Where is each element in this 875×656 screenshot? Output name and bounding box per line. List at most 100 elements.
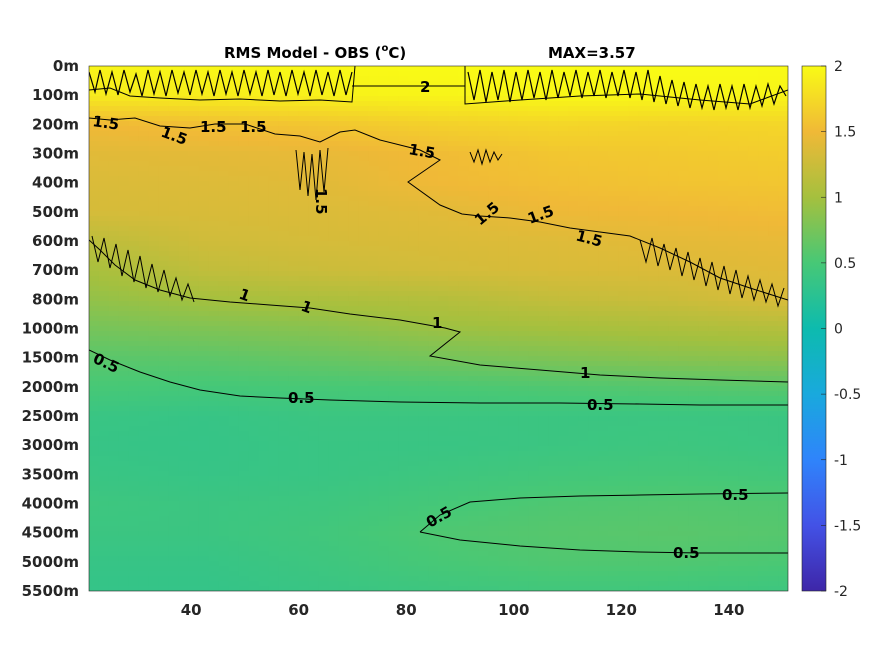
heatmap-cell: [348, 306, 360, 312]
heatmap-cell: [358, 306, 370, 312]
heatmap-cell: [358, 241, 370, 247]
heatmap-cell: [168, 116, 180, 122]
heatmap-cell: [538, 76, 549, 82]
heatmap-cell: [358, 181, 370, 187]
heatmap-cell: [508, 206, 519, 212]
heatmap-cell: [338, 231, 350, 237]
heatmap-cell: [598, 246, 609, 252]
heatmap-cell: [478, 306, 490, 312]
heatmap-cell: [118, 226, 130, 232]
heatmap-cell: [358, 71, 370, 77]
heatmap-cell: [488, 301, 500, 307]
heatmap-cell: [558, 286, 569, 292]
heatmap-cell: [668, 301, 679, 307]
heatmap-cell: [368, 111, 380, 117]
heatmap-cell: [658, 126, 669, 132]
heatmap-cell: [228, 421, 240, 427]
heatmap-cell: [558, 101, 569, 107]
heatmap-cell: [258, 321, 270, 327]
heatmap-cell: [738, 371, 749, 377]
heatmap-cell: [308, 291, 320, 297]
heatmap-cell: [458, 101, 470, 107]
heatmap-cell: [258, 371, 270, 377]
heatmap-cell: [358, 81, 370, 87]
heatmap-cell: [448, 201, 460, 207]
heatmap-cell: [238, 196, 250, 202]
heatmap-cell: [89, 231, 100, 237]
heatmap-cell: [548, 126, 559, 132]
heatmap-cell: [548, 246, 559, 252]
heatmap-cell: [538, 276, 549, 282]
heatmap-cell: [268, 366, 280, 372]
heatmap-cell: [678, 341, 689, 347]
heatmap-cell: [398, 106, 410, 112]
heatmap-cell: [89, 381, 100, 387]
heatmap-cell: [398, 136, 410, 142]
heatmap-cell: [468, 156, 480, 162]
heatmap-cell: [388, 351, 400, 357]
heatmap-cell: [278, 66, 290, 72]
heatmap-cell: [98, 226, 110, 232]
heatmap-cell: [488, 81, 500, 87]
heatmap-cell: [248, 201, 260, 207]
heatmap-cell: [508, 341, 519, 347]
heatmap-cell: [188, 391, 200, 397]
heatmap-cell: [358, 161, 370, 167]
heatmap-cell: [478, 211, 490, 217]
heatmap-cell: [428, 91, 440, 97]
heatmap-cell: [468, 256, 480, 262]
heatmap-cell: [698, 301, 709, 307]
heatmap-cell: [138, 336, 150, 342]
heatmap-cell: [738, 206, 749, 212]
heatmap-cell: [508, 181, 519, 187]
heatmap-cell: [238, 256, 250, 262]
heatmap-cell: [218, 361, 230, 367]
heatmap-cell: [298, 391, 310, 397]
heatmap-cell: [468, 171, 480, 177]
heatmap-cell: [668, 91, 679, 97]
heatmap-cell: [588, 406, 599, 412]
heatmap-cell: [748, 116, 759, 122]
heatmap-cell: [698, 106, 709, 112]
heatmap-cell: [748, 306, 759, 312]
heatmap-cell: [708, 71, 719, 77]
heatmap-cell: [188, 196, 200, 202]
heatmap-cell: [298, 291, 310, 297]
heatmap-cell: [238, 346, 250, 352]
heatmap-cell: [668, 151, 679, 157]
heatmap-cell: [318, 311, 330, 317]
heatmap-cell: [188, 271, 200, 277]
heatmap-cell: [348, 271, 360, 277]
heatmap-cell: [228, 366, 240, 372]
heatmap-cell: [778, 311, 788, 317]
heatmap-cell: [178, 386, 190, 392]
heatmap-cell: [778, 196, 788, 202]
heatmap-cell: [278, 421, 290, 427]
heatmap-cell: [248, 381, 260, 387]
heatmap-cell: [548, 416, 559, 422]
heatmap-cell: [318, 76, 330, 82]
heatmap-cell: [308, 86, 320, 92]
heatmap-cell: [718, 251, 729, 257]
heatmap-cell: [398, 321, 410, 327]
heatmap-cell: [648, 126, 659, 132]
heatmap-cell: [658, 136, 669, 142]
heatmap-cell: [208, 241, 220, 247]
heatmap-cell: [498, 326, 509, 332]
heatmap-cell: [288, 166, 300, 172]
heatmap-cell: [358, 146, 370, 152]
heatmap-cell: [698, 341, 709, 347]
heatmap-cell: [328, 211, 340, 217]
heatmap-cell: [358, 331, 370, 337]
heatmap-cell: [658, 206, 669, 212]
heatmap-cell: [218, 346, 230, 352]
heatmap-cell: [338, 191, 350, 197]
heatmap-cell: [378, 96, 390, 102]
heatmap-cell: [398, 416, 410, 422]
heatmap-cell: [108, 96, 120, 102]
heatmap-cell: [628, 376, 639, 382]
heatmap-cell: [528, 221, 539, 227]
heatmap-cell: [178, 116, 190, 122]
heatmap-cell: [718, 236, 729, 242]
heatmap-cell: [538, 221, 549, 227]
